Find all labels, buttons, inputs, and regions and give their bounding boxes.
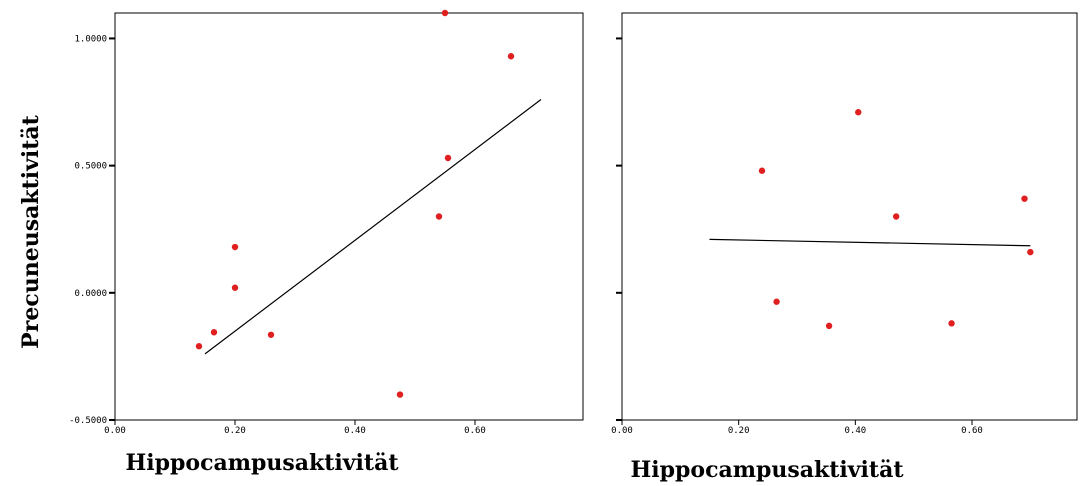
- y-tick-label: 0.5000: [74, 162, 107, 172]
- scatter-point: [210, 329, 218, 336]
- scatter-point: [396, 391, 404, 398]
- x-tick-label: 0.60: [961, 426, 983, 436]
- scatter-point: [1021, 195, 1028, 202]
- scatter-point: [1027, 248, 1034, 256]
- x-tick-label: 0.40: [844, 426, 866, 436]
- x-axis-ticks-right: 0.00 0.20 0.40 0.60: [611, 420, 983, 436]
- x-axis-title-left: Hippocampusaktivität: [125, 450, 399, 476]
- scatter-point: [435, 213, 443, 220]
- scatter-panel-right: 0.00 0.20 0.40 0.60 Hippocampusaktivität: [611, 12, 1078, 483]
- regression-line: [709, 238, 1031, 247]
- x-tick-label: 0.00: [611, 426, 633, 436]
- points-left: [195, 9, 515, 398]
- fit-line-group-right: [709, 238, 1031, 247]
- x-axis-ticks-left: 0.00 0.20 0.40 0.60: [104, 420, 486, 436]
- scatter-point: [267, 331, 275, 338]
- plot-frame-left: [114, 12, 584, 421]
- fit-line-group-left: [204, 99, 542, 355]
- plot-frame-right: [621, 12, 1078, 421]
- scatter-point: [231, 243, 239, 251]
- scatter-point: [231, 284, 239, 291]
- points-right: [758, 109, 1034, 330]
- y-axis-ticks-left: -0.5000 0.0000 0.5000 1.0000: [69, 34, 115, 426]
- scatter-point: [758, 167, 766, 174]
- scatter-point: [855, 109, 862, 116]
- scatter-point: [441, 9, 449, 17]
- scatter-point: [773, 298, 780, 305]
- scatter-point: [444, 154, 452, 162]
- x-tick-label: 0.40: [344, 426, 366, 436]
- y-axis-ticks-right: [616, 37, 622, 421]
- regression-line: [204, 99, 542, 355]
- x-tick-label: 0.00: [104, 426, 126, 436]
- scatter-point: [825, 322, 833, 330]
- x-axis-title-right: Hippocampusaktivität: [630, 457, 904, 483]
- scatter-point: [948, 320, 955, 327]
- x-tick-label: 0.60: [464, 426, 486, 436]
- x-tick-label: 0.20: [728, 426, 750, 436]
- y-tick-label: 0.0000: [74, 289, 107, 299]
- y-tick-label: 1.0000: [74, 34, 107, 44]
- scatter-point: [507, 53, 515, 60]
- y-tick-label: -0.5000: [69, 416, 107, 426]
- scatter-point: [892, 213, 900, 220]
- scatter-point: [195, 343, 203, 350]
- y-axis-title-left: Precuneusaktivität: [18, 114, 44, 348]
- x-tick-label: 0.20: [224, 426, 246, 436]
